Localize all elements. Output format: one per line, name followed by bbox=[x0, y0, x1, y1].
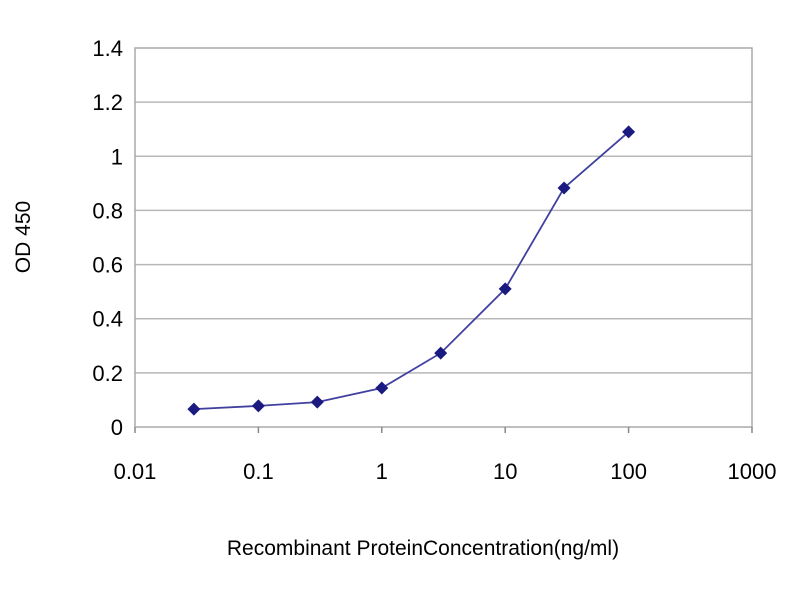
x-tick-label: 0.01 bbox=[114, 459, 157, 484]
y-tick-label: 0.6 bbox=[92, 253, 123, 278]
y-tick-label: 1.4 bbox=[92, 36, 123, 61]
y-tick-label: 0 bbox=[111, 415, 123, 440]
y-tick-label: 0.2 bbox=[92, 361, 123, 386]
y-axis: 0 0.2 0.4 0.6 0.8 1 1.2 1.4 bbox=[92, 36, 123, 440]
x-tick-label: 100 bbox=[610, 459, 647, 484]
x-axis-label: Recombinant ProteinConcentration(ng/ml) bbox=[227, 537, 619, 560]
x-tick-label: 0.1 bbox=[243, 459, 274, 484]
y-tick-label: 1 bbox=[111, 144, 123, 169]
x-tick-label: 1000 bbox=[728, 459, 777, 484]
series-line bbox=[193, 131, 630, 411]
plot-area bbox=[134, 47, 753, 428]
y-tick-label: 0.4 bbox=[92, 307, 123, 332]
data-point bbox=[622, 125, 636, 139]
y-tick-label: 0.8 bbox=[92, 198, 123, 223]
data-point bbox=[498, 282, 512, 296]
data-point bbox=[310, 395, 324, 409]
y-tick-label: 1.2 bbox=[92, 90, 123, 115]
x-tick-label: 10 bbox=[493, 459, 517, 484]
y-axis-label: OD 450 bbox=[12, 201, 35, 273]
data-point bbox=[557, 181, 571, 195]
x-axis: 0.01 0.1 1 10 100 1000 bbox=[114, 427, 777, 484]
data-point bbox=[187, 402, 201, 416]
data-point bbox=[375, 381, 389, 395]
series bbox=[187, 125, 636, 416]
data-point bbox=[434, 346, 448, 360]
data-point bbox=[251, 399, 265, 413]
x-tick-label: 1 bbox=[376, 459, 388, 484]
gridlines bbox=[135, 101, 752, 374]
